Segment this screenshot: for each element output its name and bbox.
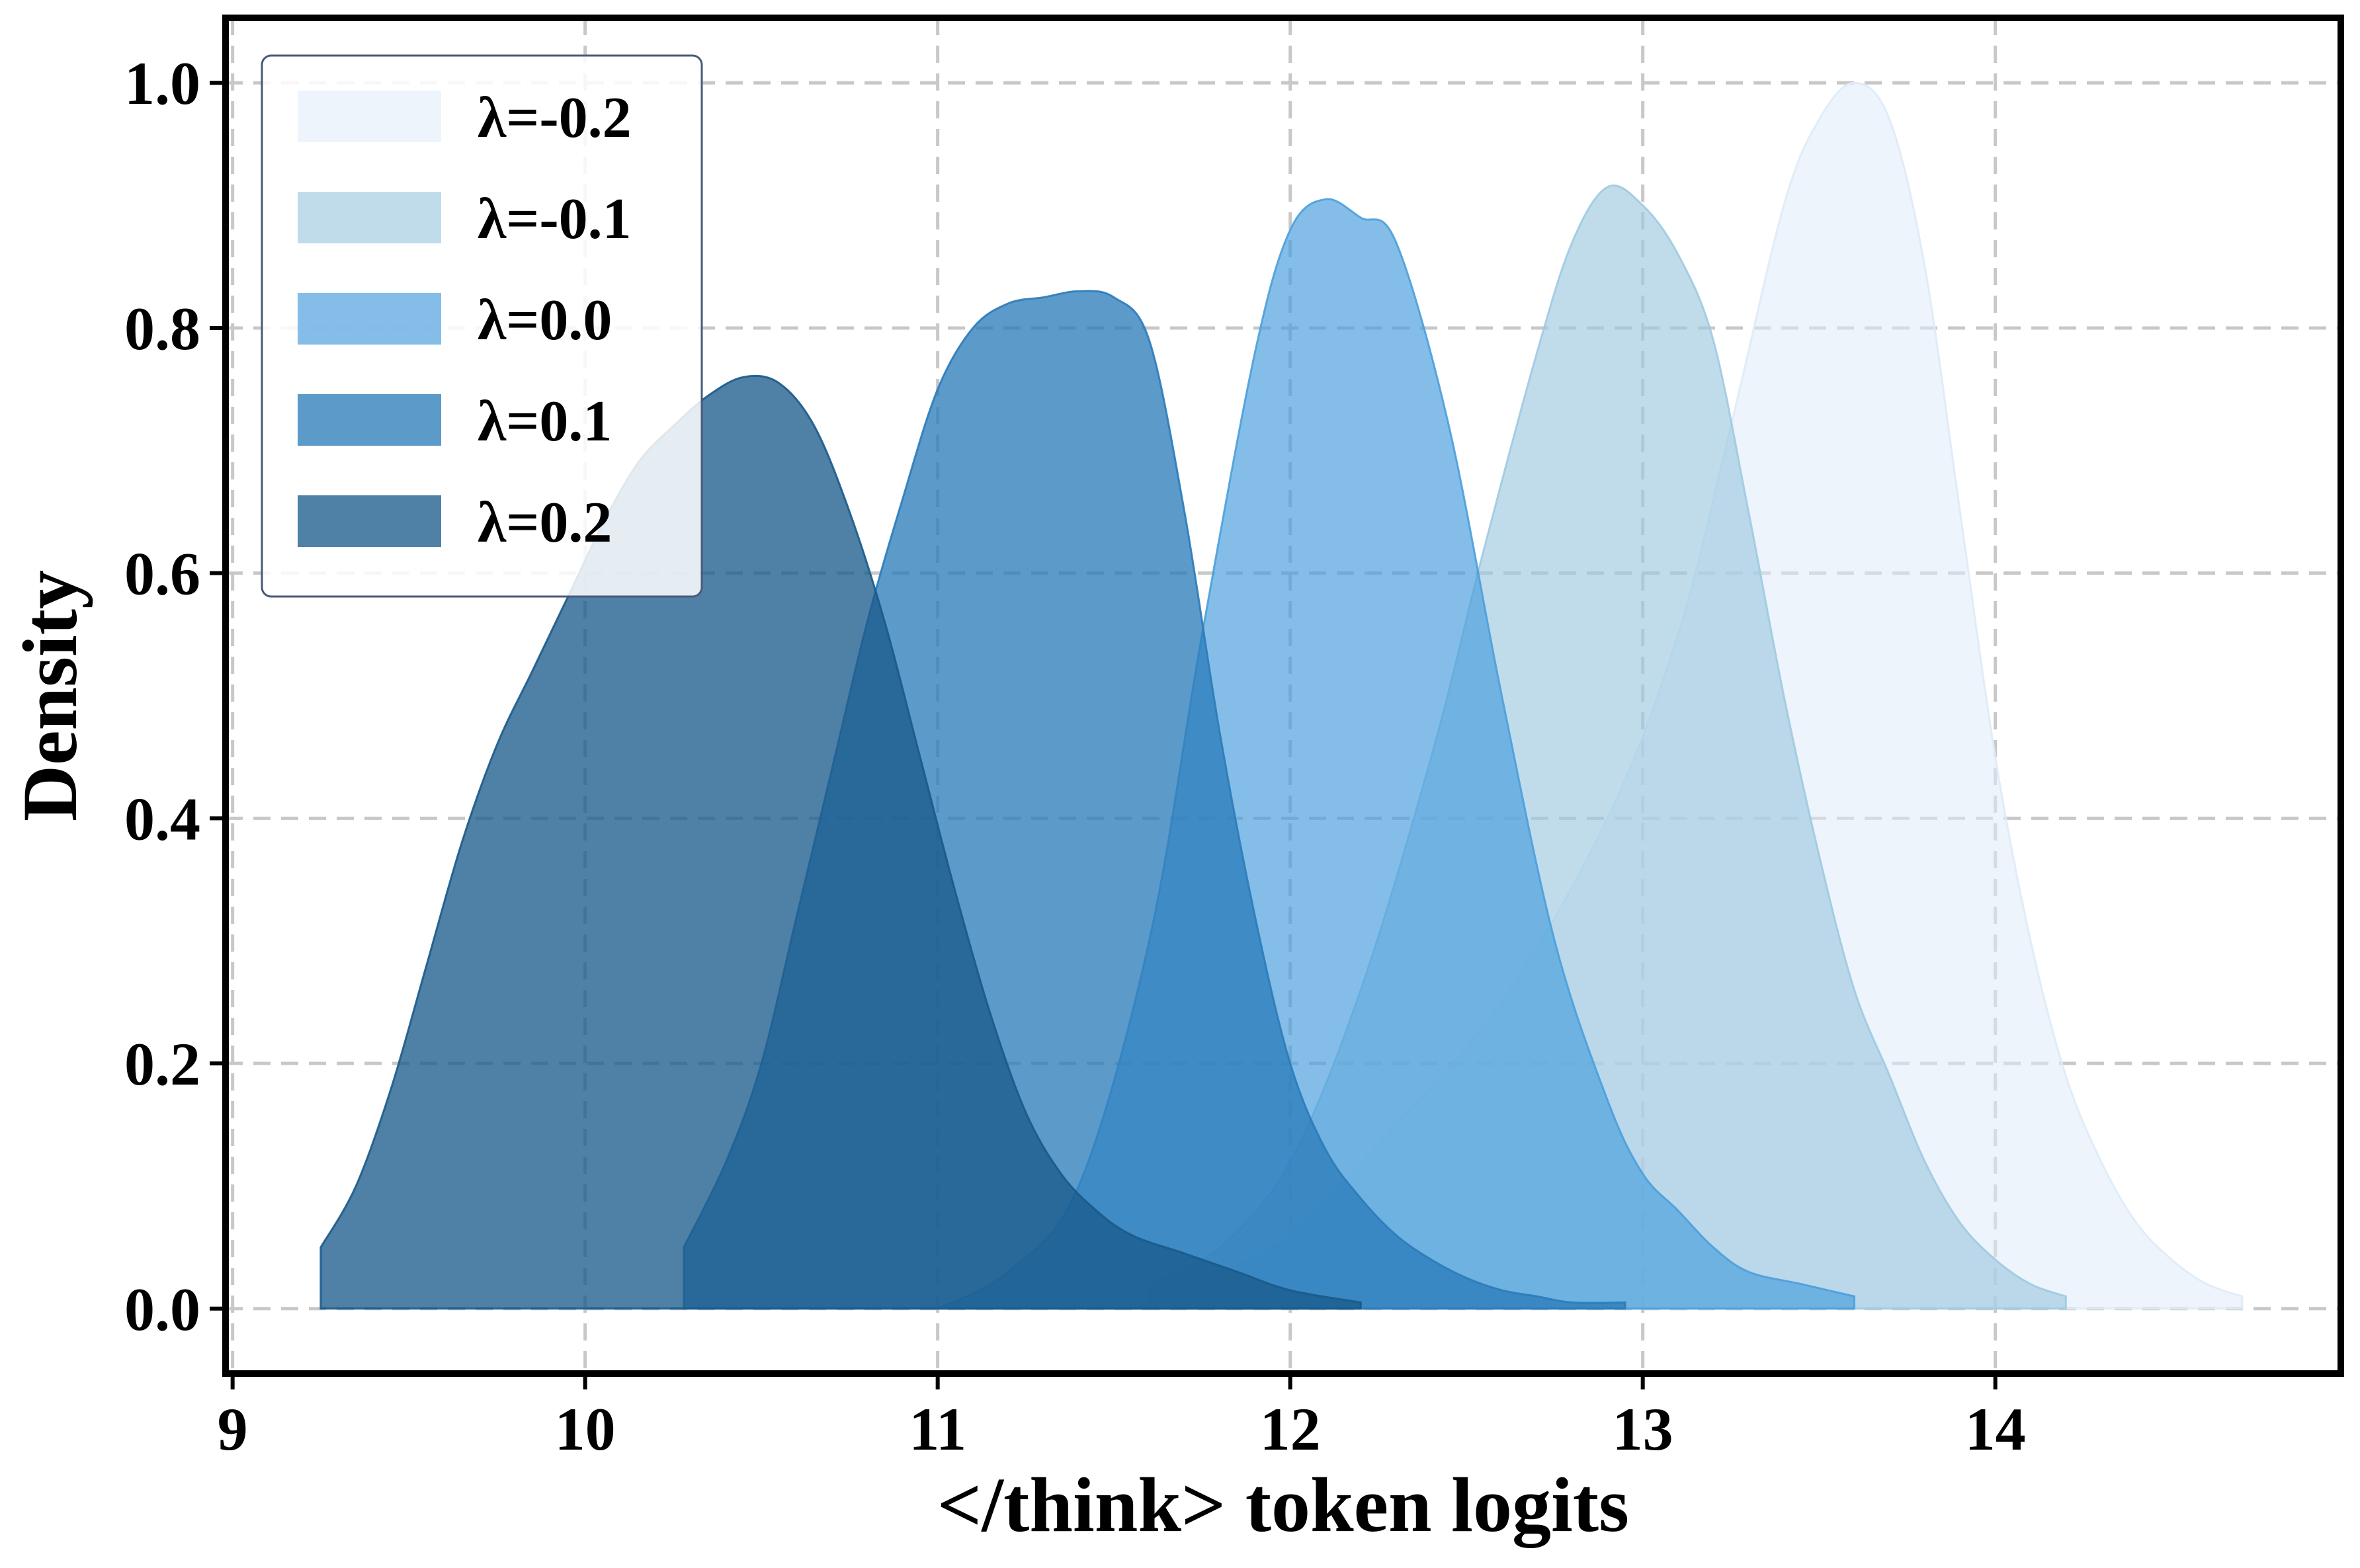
y-tick-label-4: 0.8 xyxy=(124,295,200,362)
x-axis-title: </think> token logits xyxy=(937,1462,1629,1548)
legend-label-1: λ=-0.1 xyxy=(478,187,632,251)
legend-swatch-0 xyxy=(298,91,441,142)
y-axis-title: Density xyxy=(7,570,93,821)
legend-swatch-2 xyxy=(298,293,441,345)
x-tick-label-3: 12 xyxy=(1260,1395,1321,1463)
y-tick-label-0: 0.0 xyxy=(124,1276,200,1343)
legend-label-0: λ=-0.2 xyxy=(478,86,632,150)
legend-label-3: λ=0.1 xyxy=(478,390,612,454)
x-axis-ticks: 9 10 11 12 13 14 xyxy=(218,1374,2026,1463)
density-area-4 xyxy=(319,374,1362,1310)
x-tick-label-4: 13 xyxy=(1613,1395,1673,1463)
y-tick-label-5: 1.0 xyxy=(124,50,200,117)
legend-swatch-4 xyxy=(298,495,441,547)
y-tick-label-1: 0.2 xyxy=(124,1030,200,1098)
y-tick-label-2: 0.4 xyxy=(124,785,200,852)
legend-label-2: λ=0.0 xyxy=(478,288,612,352)
x-tick-label-1: 10 xyxy=(555,1395,616,1463)
y-axis-ticks: 0.0 0.2 0.4 0.6 0.8 1.0 xyxy=(124,50,226,1343)
x-tick-label-2: 11 xyxy=(909,1395,966,1463)
y-tick-label-3: 0.6 xyxy=(124,540,200,608)
legend-swatch-3 xyxy=(298,394,441,446)
x-tick-label-0: 9 xyxy=(218,1395,248,1463)
legend-label-4: λ=0.2 xyxy=(478,491,612,555)
legend-swatch-1 xyxy=(298,192,441,243)
legend-box xyxy=(261,54,703,598)
density-areas xyxy=(319,81,2244,1310)
plot-frame xyxy=(222,15,2344,1377)
x-tick-label-5: 14 xyxy=(1965,1395,2026,1463)
legend: λ=-0.2 λ=-0.1 λ=0.0 λ=0.1 λ=0.2 xyxy=(261,54,703,598)
